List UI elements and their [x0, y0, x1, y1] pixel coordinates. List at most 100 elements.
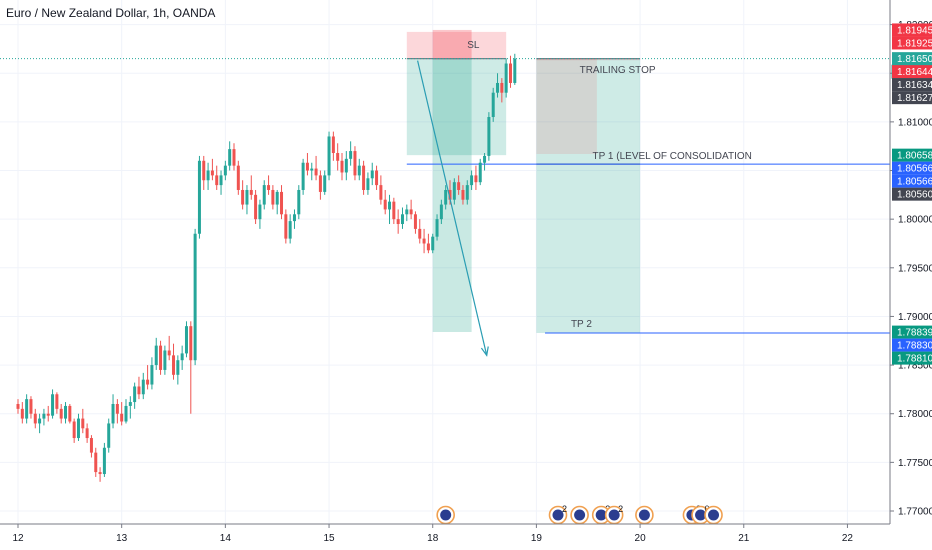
candle-body	[206, 170, 210, 181]
candle-body	[25, 399, 29, 419]
candle-body	[210, 170, 214, 176]
candle-body	[500, 82, 504, 93]
annotation-label: TP 2	[571, 319, 592, 330]
event-flag-icon	[608, 509, 620, 521]
price-axis[interactable]: 1.77000 1.77500 1.78000 1.78500 1.79000 1.795…	[889, 0, 932, 550]
candle-body	[172, 355, 176, 375]
price-tick-label: 1.78000	[898, 409, 932, 420]
candle-body	[452, 182, 456, 200]
candle-body	[327, 136, 331, 176]
event-flag-icon	[595, 509, 607, 521]
candle-body	[154, 345, 158, 366]
event-count: 2	[618, 504, 623, 514]
candle-body	[422, 238, 426, 244]
candle-body	[362, 165, 366, 190]
candle-body	[478, 162, 482, 183]
price-badge	[892, 65, 932, 79]
candle-body	[487, 117, 491, 156]
price-badge	[892, 91, 932, 105]
candle-body	[51, 394, 55, 416]
candle-body	[241, 189, 245, 205]
event-count: 2	[562, 504, 567, 514]
candle-body	[470, 175, 474, 186]
candle-body	[85, 428, 89, 439]
candle-body	[184, 326, 188, 354]
candle-body	[305, 162, 309, 171]
arrow-head	[480, 346, 489, 357]
candle-body	[150, 365, 154, 385]
candle-body	[72, 421, 76, 439]
annotation-label: SL	[467, 40, 480, 51]
price-badge	[892, 161, 932, 175]
annotation-label: TRAILING STOP	[580, 65, 656, 76]
candle-body	[474, 175, 478, 183]
candle-body	[267, 185, 271, 190]
candle-body	[89, 438, 93, 453]
price-tick-label: 1.81000	[898, 117, 932, 128]
price-badge	[892, 351, 932, 365]
event-markers[interactable]: 22220	[436, 504, 723, 525]
candle-body	[176, 360, 180, 375]
price-badge-label: 1.80566	[897, 164, 932, 175]
time-tick-label: 12	[12, 533, 24, 544]
candle-body	[236, 165, 240, 190]
candle-body	[245, 189, 249, 205]
candle-body	[383, 199, 387, 210]
annotations: SL TRAILING STOP TP 1 (LEVEL OF CONSOLIDAT…	[467, 40, 752, 330]
price-badge	[892, 23, 932, 37]
candle-body	[504, 63, 508, 93]
candle-body	[370, 170, 374, 179]
candle-body	[159, 345, 163, 370]
candle-body	[215, 175, 219, 186]
event-flag-icon	[574, 509, 586, 521]
candles	[16, 53, 517, 482]
risk-zone	[432, 29, 472, 59]
risk-zone	[406, 31, 507, 59]
candle-body	[33, 413, 37, 424]
price-badge-label: 1.78810	[897, 354, 932, 365]
price-badge	[892, 325, 932, 339]
price-badge-label: 1.81925	[897, 38, 932, 49]
candle-body	[444, 189, 448, 205]
candle-body	[133, 386, 137, 403]
event-flag-icon	[440, 509, 452, 521]
candle-body	[413, 214, 417, 229]
time-axis[interactable]: 12 13 14 15 18 19 20 21 22	[0, 523, 932, 550]
price-badge-label: 1.81644	[897, 67, 932, 78]
candle-body	[292, 214, 296, 222]
candle-body	[496, 82, 500, 93]
candle-body	[297, 189, 301, 215]
candle-body	[483, 155, 487, 163]
price-badge-label: 1.80560	[897, 190, 932, 201]
event-flag-icon	[708, 509, 720, 521]
candle-body	[98, 472, 102, 475]
candle-body	[353, 151, 357, 176]
candle-body	[508, 63, 512, 83]
candle-body	[16, 403, 20, 409]
candle-body	[141, 379, 145, 395]
price-badge	[892, 174, 932, 188]
candle-body	[232, 149, 236, 166]
time-tick-label: 13	[116, 533, 128, 544]
price-tick-label: 1.79500	[898, 263, 932, 274]
event-flag-icon	[638, 509, 650, 521]
price-tick-label: 1.78500	[898, 361, 932, 372]
price-badge-label: 1.80658	[897, 151, 932, 162]
candle-body	[146, 379, 150, 385]
annotation-label: TP 1 (LEVEL OF CONSOLIDATION	[593, 151, 752, 162]
candle-body	[81, 418, 85, 429]
candle-body	[38, 418, 42, 424]
candle-body	[336, 153, 340, 161]
candle-body	[254, 194, 258, 220]
candle-body	[262, 185, 266, 205]
time-tick-label: 20	[635, 533, 647, 544]
candle-body	[409, 209, 413, 215]
price-badge	[892, 338, 932, 352]
candle-body	[323, 175, 327, 192]
candle-body	[439, 204, 443, 220]
time-tick-label: 21	[738, 533, 750, 544]
event-flag-icon	[695, 509, 707, 521]
risk-zone	[536, 58, 641, 61]
candle-body	[275, 191, 279, 205]
price-badge-label: 1.81650	[897, 54, 932, 65]
